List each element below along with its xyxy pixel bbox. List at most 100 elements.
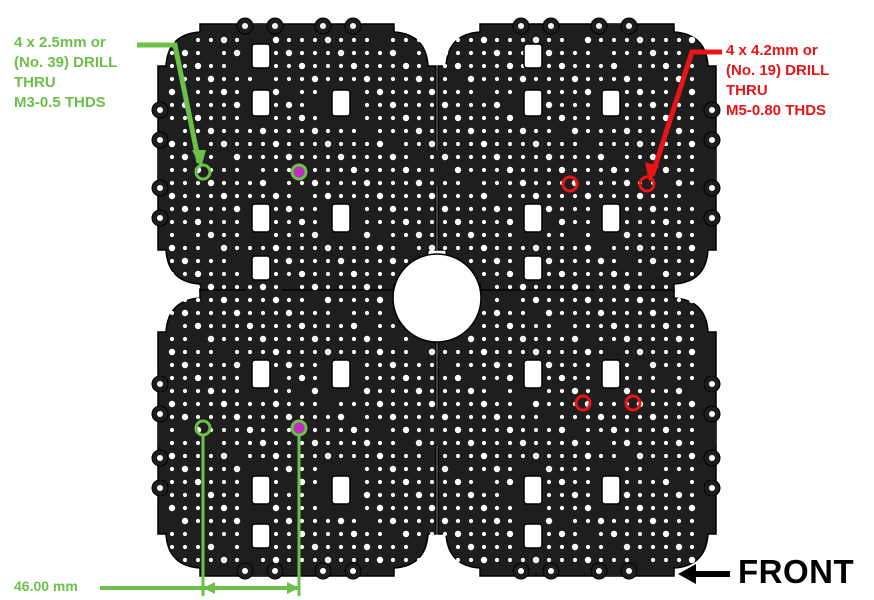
plate-hole bbox=[649, 101, 657, 109]
plate-hole bbox=[181, 361, 189, 369]
plate-hole bbox=[598, 180, 604, 186]
plate-hole bbox=[234, 297, 240, 303]
plate-hole bbox=[376, 296, 384, 304]
plate-hole bbox=[286, 193, 292, 199]
plate-hole bbox=[585, 206, 591, 212]
plate-hole bbox=[169, 375, 175, 381]
plate-hole bbox=[624, 505, 630, 511]
plate-hole bbox=[481, 531, 487, 537]
plate-hole bbox=[481, 63, 487, 69]
plate-hole bbox=[442, 531, 448, 537]
plate-hole bbox=[546, 193, 552, 199]
plate-hole bbox=[351, 336, 357, 342]
plate-hole bbox=[299, 492, 305, 498]
plate-hole bbox=[688, 244, 696, 252]
plate-hole bbox=[597, 517, 605, 525]
plate-hole bbox=[351, 258, 357, 264]
plate-hole bbox=[520, 297, 526, 303]
plate-hole bbox=[338, 297, 344, 303]
plate-hole bbox=[338, 557, 344, 563]
plate-hole bbox=[169, 167, 175, 173]
plate-hole bbox=[169, 440, 175, 446]
plate-hole bbox=[507, 401, 513, 407]
plate-hole bbox=[585, 50, 591, 56]
plate-hole bbox=[377, 323, 383, 329]
plate-hole bbox=[546, 453, 552, 459]
plate-hole bbox=[260, 427, 266, 433]
plate-hole bbox=[689, 258, 695, 264]
plate-hole bbox=[403, 76, 409, 82]
plate-hole bbox=[389, 205, 397, 213]
plate-hole bbox=[286, 557, 292, 563]
plate-hole bbox=[441, 517, 449, 525]
plate-hole bbox=[637, 414, 643, 420]
plate-hole bbox=[220, 556, 228, 564]
plate-hole bbox=[559, 141, 565, 147]
plate-hole bbox=[273, 466, 279, 472]
plate-hole bbox=[312, 427, 318, 433]
m3-hole-marker-filled bbox=[290, 419, 308, 437]
plate-hole bbox=[208, 141, 214, 147]
plate-hole bbox=[637, 206, 643, 212]
plate-hole bbox=[650, 63, 656, 69]
plate-hole bbox=[481, 440, 487, 446]
plate-hole bbox=[181, 205, 189, 213]
plate-hole bbox=[182, 479, 188, 485]
plate-hole bbox=[403, 388, 409, 394]
plate-hole bbox=[428, 140, 436, 148]
plate-hole bbox=[195, 453, 201, 459]
plate-hole bbox=[650, 336, 656, 342]
plate-hole bbox=[299, 154, 305, 160]
plate-bridge-top bbox=[158, 150, 716, 186]
plate-hole bbox=[689, 102, 695, 108]
plate-hole bbox=[338, 349, 344, 355]
plate-hole bbox=[195, 258, 201, 264]
plate-hole bbox=[676, 271, 682, 277]
plate-hole bbox=[195, 180, 201, 186]
plate-hole bbox=[468, 245, 474, 251]
plate-hole bbox=[285, 205, 293, 213]
plate-hole bbox=[506, 62, 514, 70]
plate-hole bbox=[208, 375, 214, 381]
plate-hole bbox=[285, 361, 293, 369]
plate-hole bbox=[389, 413, 397, 421]
plate-hole bbox=[403, 453, 409, 459]
plate-hole bbox=[234, 349, 240, 355]
plate-hole bbox=[338, 76, 344, 82]
plate-hole bbox=[481, 310, 487, 316]
plate-hole bbox=[689, 414, 695, 420]
plate-hole bbox=[507, 232, 513, 238]
plate-hole bbox=[415, 127, 423, 135]
plate-hole bbox=[559, 50, 565, 56]
plate-hole bbox=[663, 245, 669, 251]
plate-hole bbox=[559, 232, 565, 238]
plate-hole bbox=[650, 349, 656, 355]
plate-hole bbox=[286, 505, 292, 511]
plate-hole bbox=[506, 166, 514, 174]
boss-hole bbox=[157, 411, 163, 417]
plate-hole bbox=[182, 141, 188, 147]
plate-hole bbox=[545, 49, 553, 57]
plate-hole bbox=[468, 427, 474, 433]
plate-hole bbox=[429, 544, 435, 550]
plate-hole bbox=[585, 76, 591, 82]
plate-hole bbox=[663, 544, 669, 550]
plate-hole bbox=[442, 219, 448, 225]
plate-hole bbox=[260, 193, 266, 199]
boss-hole bbox=[626, 568, 632, 574]
plate-hole bbox=[221, 258, 227, 264]
plate-hole bbox=[585, 492, 591, 498]
plate-hole bbox=[584, 244, 592, 252]
plate-hole bbox=[390, 180, 396, 186]
plate-hole bbox=[624, 141, 630, 147]
plate-hole bbox=[402, 530, 410, 538]
plate-hole bbox=[390, 349, 396, 355]
plate-hole bbox=[299, 50, 305, 56]
plate-hole bbox=[364, 245, 370, 251]
plate-hole bbox=[194, 374, 202, 382]
plate-hole bbox=[494, 284, 500, 290]
plate-hole bbox=[480, 556, 488, 564]
plate-hole bbox=[494, 349, 500, 355]
plate-hole bbox=[403, 544, 409, 550]
plate-hole bbox=[481, 258, 487, 264]
